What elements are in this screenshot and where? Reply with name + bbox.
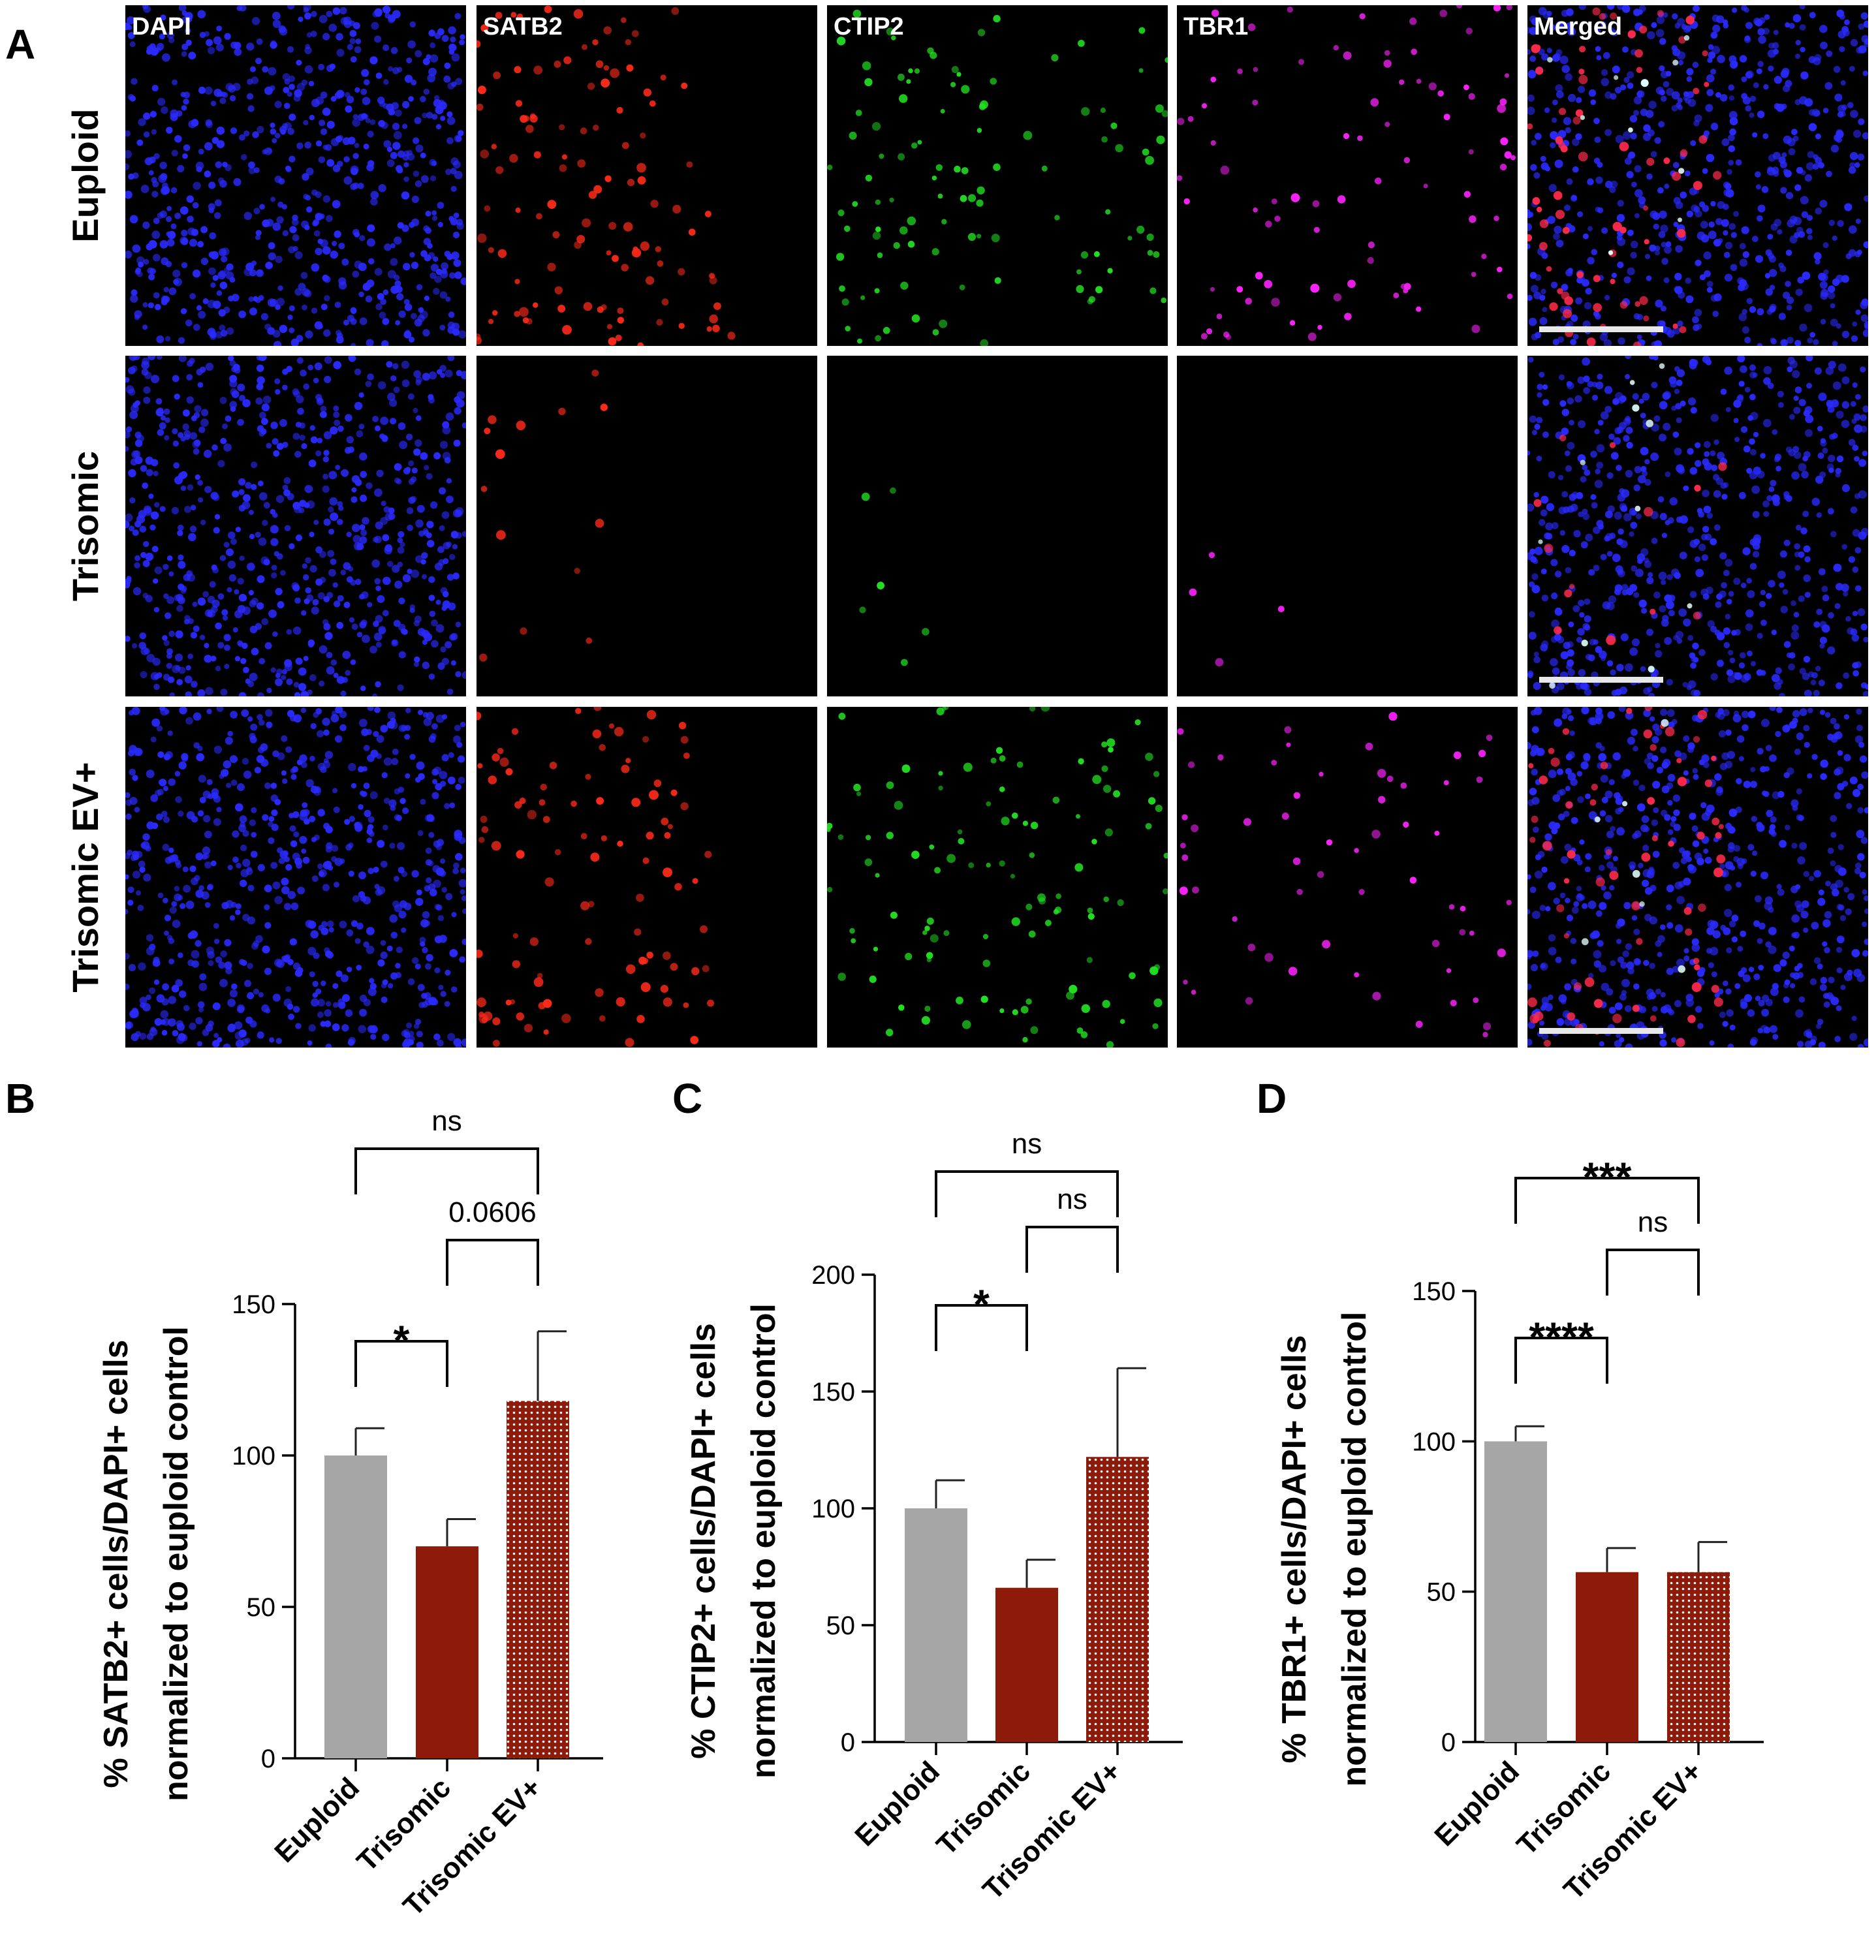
bar-trisomic <box>416 1546 478 1758</box>
micrograph-ctip2-2 <box>827 707 1168 1048</box>
channel-title-tbr1: TBR1 <box>1183 13 1248 40</box>
y-axis-title-line2: normalized to euploid control <box>157 1326 195 1801</box>
significance-label: * <box>973 1281 990 1328</box>
significance-label: ns <box>1057 1183 1087 1215</box>
bar-trisomic <box>1576 1572 1638 1742</box>
micrograph-satb2-2 <box>477 707 817 1048</box>
y-axis-title-line2: normalized to euploid control <box>1336 1312 1373 1787</box>
significance-label: ns <box>1638 1206 1668 1238</box>
scale-bar <box>1539 677 1663 683</box>
bar-euploid <box>1484 1441 1547 1742</box>
bar-trisomic-ev- <box>1667 1572 1730 1742</box>
significance-bracket <box>1514 1177 1700 1224</box>
scale-bar <box>1539 1028 1663 1034</box>
significance-bracket <box>354 1340 448 1387</box>
significance-bracket <box>1514 1337 1608 1384</box>
significance-label: * <box>394 1316 410 1363</box>
y-tick-label: 50 <box>247 1593 276 1622</box>
row-label-1: Trisomic <box>65 451 106 601</box>
bar-euploid <box>324 1455 387 1758</box>
y-tick-label: 150 <box>232 1290 275 1319</box>
significance-bracket <box>935 1304 1028 1351</box>
y-axis-title-line2: normalized to euploid control <box>745 1303 783 1779</box>
micrograph-merged-2 <box>1527 707 1868 1048</box>
significance-bracket <box>1606 1249 1700 1296</box>
y-tick-label: 0 <box>261 1745 275 1773</box>
y-tick-label: 200 <box>811 1261 855 1290</box>
micrograph-dapi-1 <box>125 356 466 696</box>
y-tick-label: 50 <box>1427 1578 1456 1607</box>
significance-label: ns <box>431 1105 461 1137</box>
channel-title-merged: Merged <box>1534 13 1622 40</box>
significance-label: ns <box>1012 1128 1042 1160</box>
micrograph-tbr1-1 <box>1177 356 1518 696</box>
y-tick-label: 100 <box>232 1442 275 1470</box>
micrograph-satb2-0: SATB2 <box>477 5 817 346</box>
y-axis-title-line1: % TBR1+ cells/DAPI+ cells <box>1275 1335 1313 1763</box>
micrograph-ctip2-0: CTIP2 <box>827 5 1168 346</box>
micrograph-merged-1 <box>1527 356 1868 696</box>
y-tick-label: 50 <box>826 1611 856 1640</box>
channel-title-ctip2: CTIP2 <box>834 13 904 40</box>
y-axis-title-line1: % CTIP2+ cells/DAPI+ cells <box>685 1323 723 1759</box>
micrograph-merged-0: Merged <box>1527 5 1868 346</box>
scale-bar <box>1539 326 1663 332</box>
significance-label: 0.0606 <box>448 1196 537 1228</box>
micrograph-ctip2-1 <box>827 356 1168 696</box>
bar-euploid <box>905 1508 967 1742</box>
bar-trisomic <box>995 1587 1058 1742</box>
y-tick-label: 150 <box>811 1378 855 1407</box>
channel-title-satb2: SATB2 <box>483 13 563 40</box>
significance-bracket <box>1025 1226 1119 1273</box>
panel-label-b: B <box>5 1075 35 1122</box>
bar-trisomic-ev- <box>507 1401 569 1758</box>
row-label-2: Trisomic EV+ <box>65 762 106 992</box>
micrograph-grid: Euploid Trisomic Trisomic EV+ DAPI SATB2 CTIP… <box>65 5 1868 1048</box>
y-tick-label: 0 <box>841 1728 855 1757</box>
micrograph-dapi-2 <box>125 707 466 1048</box>
y-axis-title-line1: % SATB2+ cells/DAPI+ cells <box>97 1340 135 1788</box>
bar-trisomic-ev- <box>1086 1457 1149 1742</box>
significance-label: **** <box>1529 1313 1594 1360</box>
y-tick-label: 100 <box>811 1495 855 1523</box>
micrograph-tbr1-0: TBR1 <box>1177 5 1518 346</box>
row-label-0: Euploid <box>65 108 106 242</box>
panel-label-a: A <box>5 21 35 68</box>
significance-bracket <box>935 1170 1119 1217</box>
channel-title-dapi: DAPI <box>132 13 191 40</box>
significance-label: *** <box>1583 1153 1632 1200</box>
micrograph-dapi-0: DAPI <box>125 5 466 346</box>
panel-label-d: D <box>1257 1075 1287 1122</box>
y-tick-label: 100 <box>1412 1427 1456 1456</box>
micrograph-tbr1-2 <box>1177 707 1518 1048</box>
y-tick-label: 0 <box>1441 1728 1456 1757</box>
y-tick-label: 150 <box>1412 1277 1456 1306</box>
significance-bracket <box>354 1147 539 1194</box>
micrograph-satb2-1 <box>477 356 817 696</box>
significance-bracket <box>446 1239 539 1286</box>
panel-label-c: C <box>672 1075 702 1122</box>
